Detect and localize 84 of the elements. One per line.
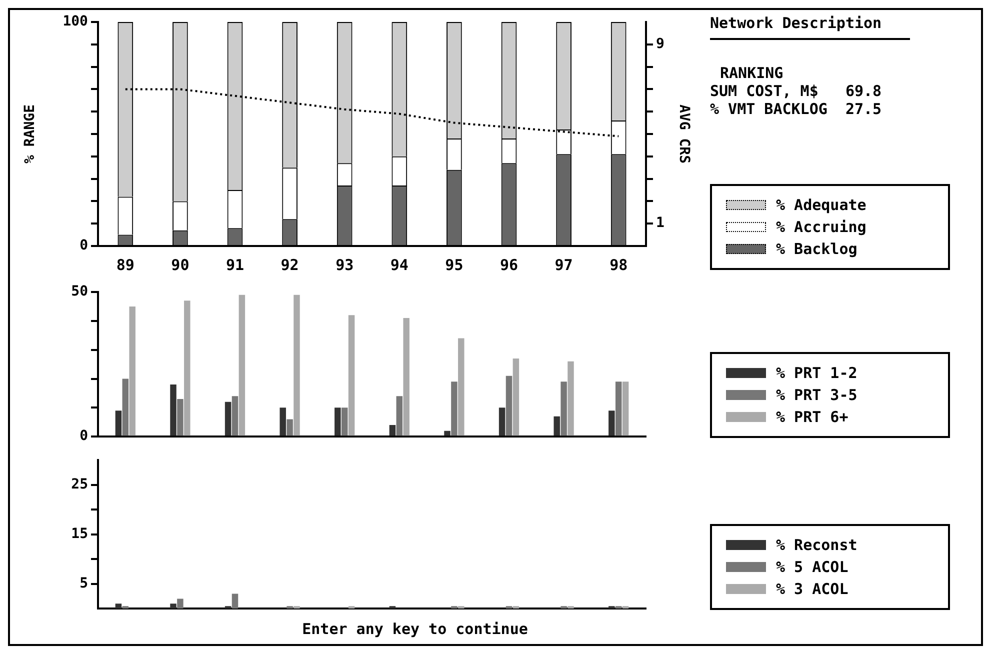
text: Network Description xyxy=(710,14,910,40)
bar xyxy=(608,410,615,436)
bar xyxy=(184,300,190,436)
bar xyxy=(280,408,286,436)
bar xyxy=(403,318,410,436)
bar xyxy=(444,430,450,436)
bar xyxy=(348,315,355,436)
bar xyxy=(129,306,136,436)
x-tick-label: 95 xyxy=(445,256,464,274)
legend-label: % Reconst xyxy=(776,536,858,554)
bar xyxy=(177,399,184,436)
text: Enter any key to continue xyxy=(302,620,528,638)
y-tick-label: 100 xyxy=(62,14,88,30)
bar xyxy=(294,294,300,436)
legend-label: % PRT 1-2 xyxy=(776,364,858,382)
bar xyxy=(396,396,403,436)
bar xyxy=(458,606,464,609)
x-tick-label: 93 xyxy=(336,256,354,274)
bar xyxy=(568,361,574,436)
x-tick-label: 96 xyxy=(500,256,518,274)
bar xyxy=(458,338,464,436)
bar xyxy=(512,606,520,609)
bar xyxy=(615,606,622,609)
bar xyxy=(451,382,458,436)
bar xyxy=(389,425,396,436)
bar xyxy=(506,606,512,609)
bar xyxy=(232,396,238,436)
bar xyxy=(622,606,629,609)
bar xyxy=(622,382,629,436)
legend-label: % Backlog xyxy=(776,240,858,258)
bar xyxy=(334,408,341,436)
x-tick-label: 94 xyxy=(390,256,408,274)
bar xyxy=(170,384,176,436)
bar xyxy=(554,416,560,436)
bar xyxy=(170,604,176,609)
bar xyxy=(451,606,458,609)
y-tick-label: 15 xyxy=(71,526,88,542)
bar xyxy=(294,606,300,609)
y-tick-label: 0 xyxy=(80,428,88,444)
x-tick-label: 89 xyxy=(116,256,134,274)
bar xyxy=(115,410,122,436)
x-tick-label: 91 xyxy=(226,256,244,274)
y2-tick-label: 9 xyxy=(656,36,664,52)
text: RANKING xyxy=(719,64,784,82)
bar xyxy=(506,376,512,436)
bar xyxy=(615,382,622,436)
bar xyxy=(568,606,574,609)
bar xyxy=(560,382,567,436)
y-axis-title: % RANGE xyxy=(22,104,38,164)
bar xyxy=(122,606,129,609)
bar xyxy=(224,402,232,436)
bar xyxy=(498,408,506,436)
legend-label: % 5 ACOL xyxy=(776,558,848,576)
y-tick-label: 5 xyxy=(80,575,88,592)
y-tick-label: 25 xyxy=(71,476,88,492)
y2-tick-label: 1 xyxy=(656,215,664,232)
legend-label: % PRT 6+ xyxy=(776,408,848,426)
legend-label: % PRT 3-5 xyxy=(776,386,858,404)
y2-axis-title: AVG CRS xyxy=(676,104,692,164)
bar xyxy=(232,594,238,609)
legend-label: % Adequate xyxy=(776,196,866,214)
text: SUM COST, M$ 69.8 xyxy=(710,82,883,100)
bar xyxy=(115,604,122,609)
bar xyxy=(512,358,520,436)
bar xyxy=(238,294,246,436)
bar xyxy=(122,378,129,436)
y-tick-label: 0 xyxy=(80,238,88,254)
x-tick-label: 92 xyxy=(280,256,299,274)
x-tick-label: 90 xyxy=(171,256,190,274)
bar xyxy=(389,606,396,609)
bar xyxy=(348,606,355,609)
text: % VMT BACKLOG 27.5 xyxy=(710,100,883,118)
bar xyxy=(286,419,293,436)
bar xyxy=(560,606,567,609)
bar xyxy=(177,598,184,609)
legend-label: % Accruing xyxy=(776,218,866,236)
x-tick-label: 98 xyxy=(610,256,628,274)
y-tick-label: 50 xyxy=(71,284,88,300)
x-tick-label: 97 xyxy=(554,256,573,274)
bar xyxy=(224,606,232,609)
bar xyxy=(608,606,615,609)
bar xyxy=(341,408,348,436)
legend-label: % 3 ACOL xyxy=(776,580,848,598)
bar xyxy=(286,606,293,609)
